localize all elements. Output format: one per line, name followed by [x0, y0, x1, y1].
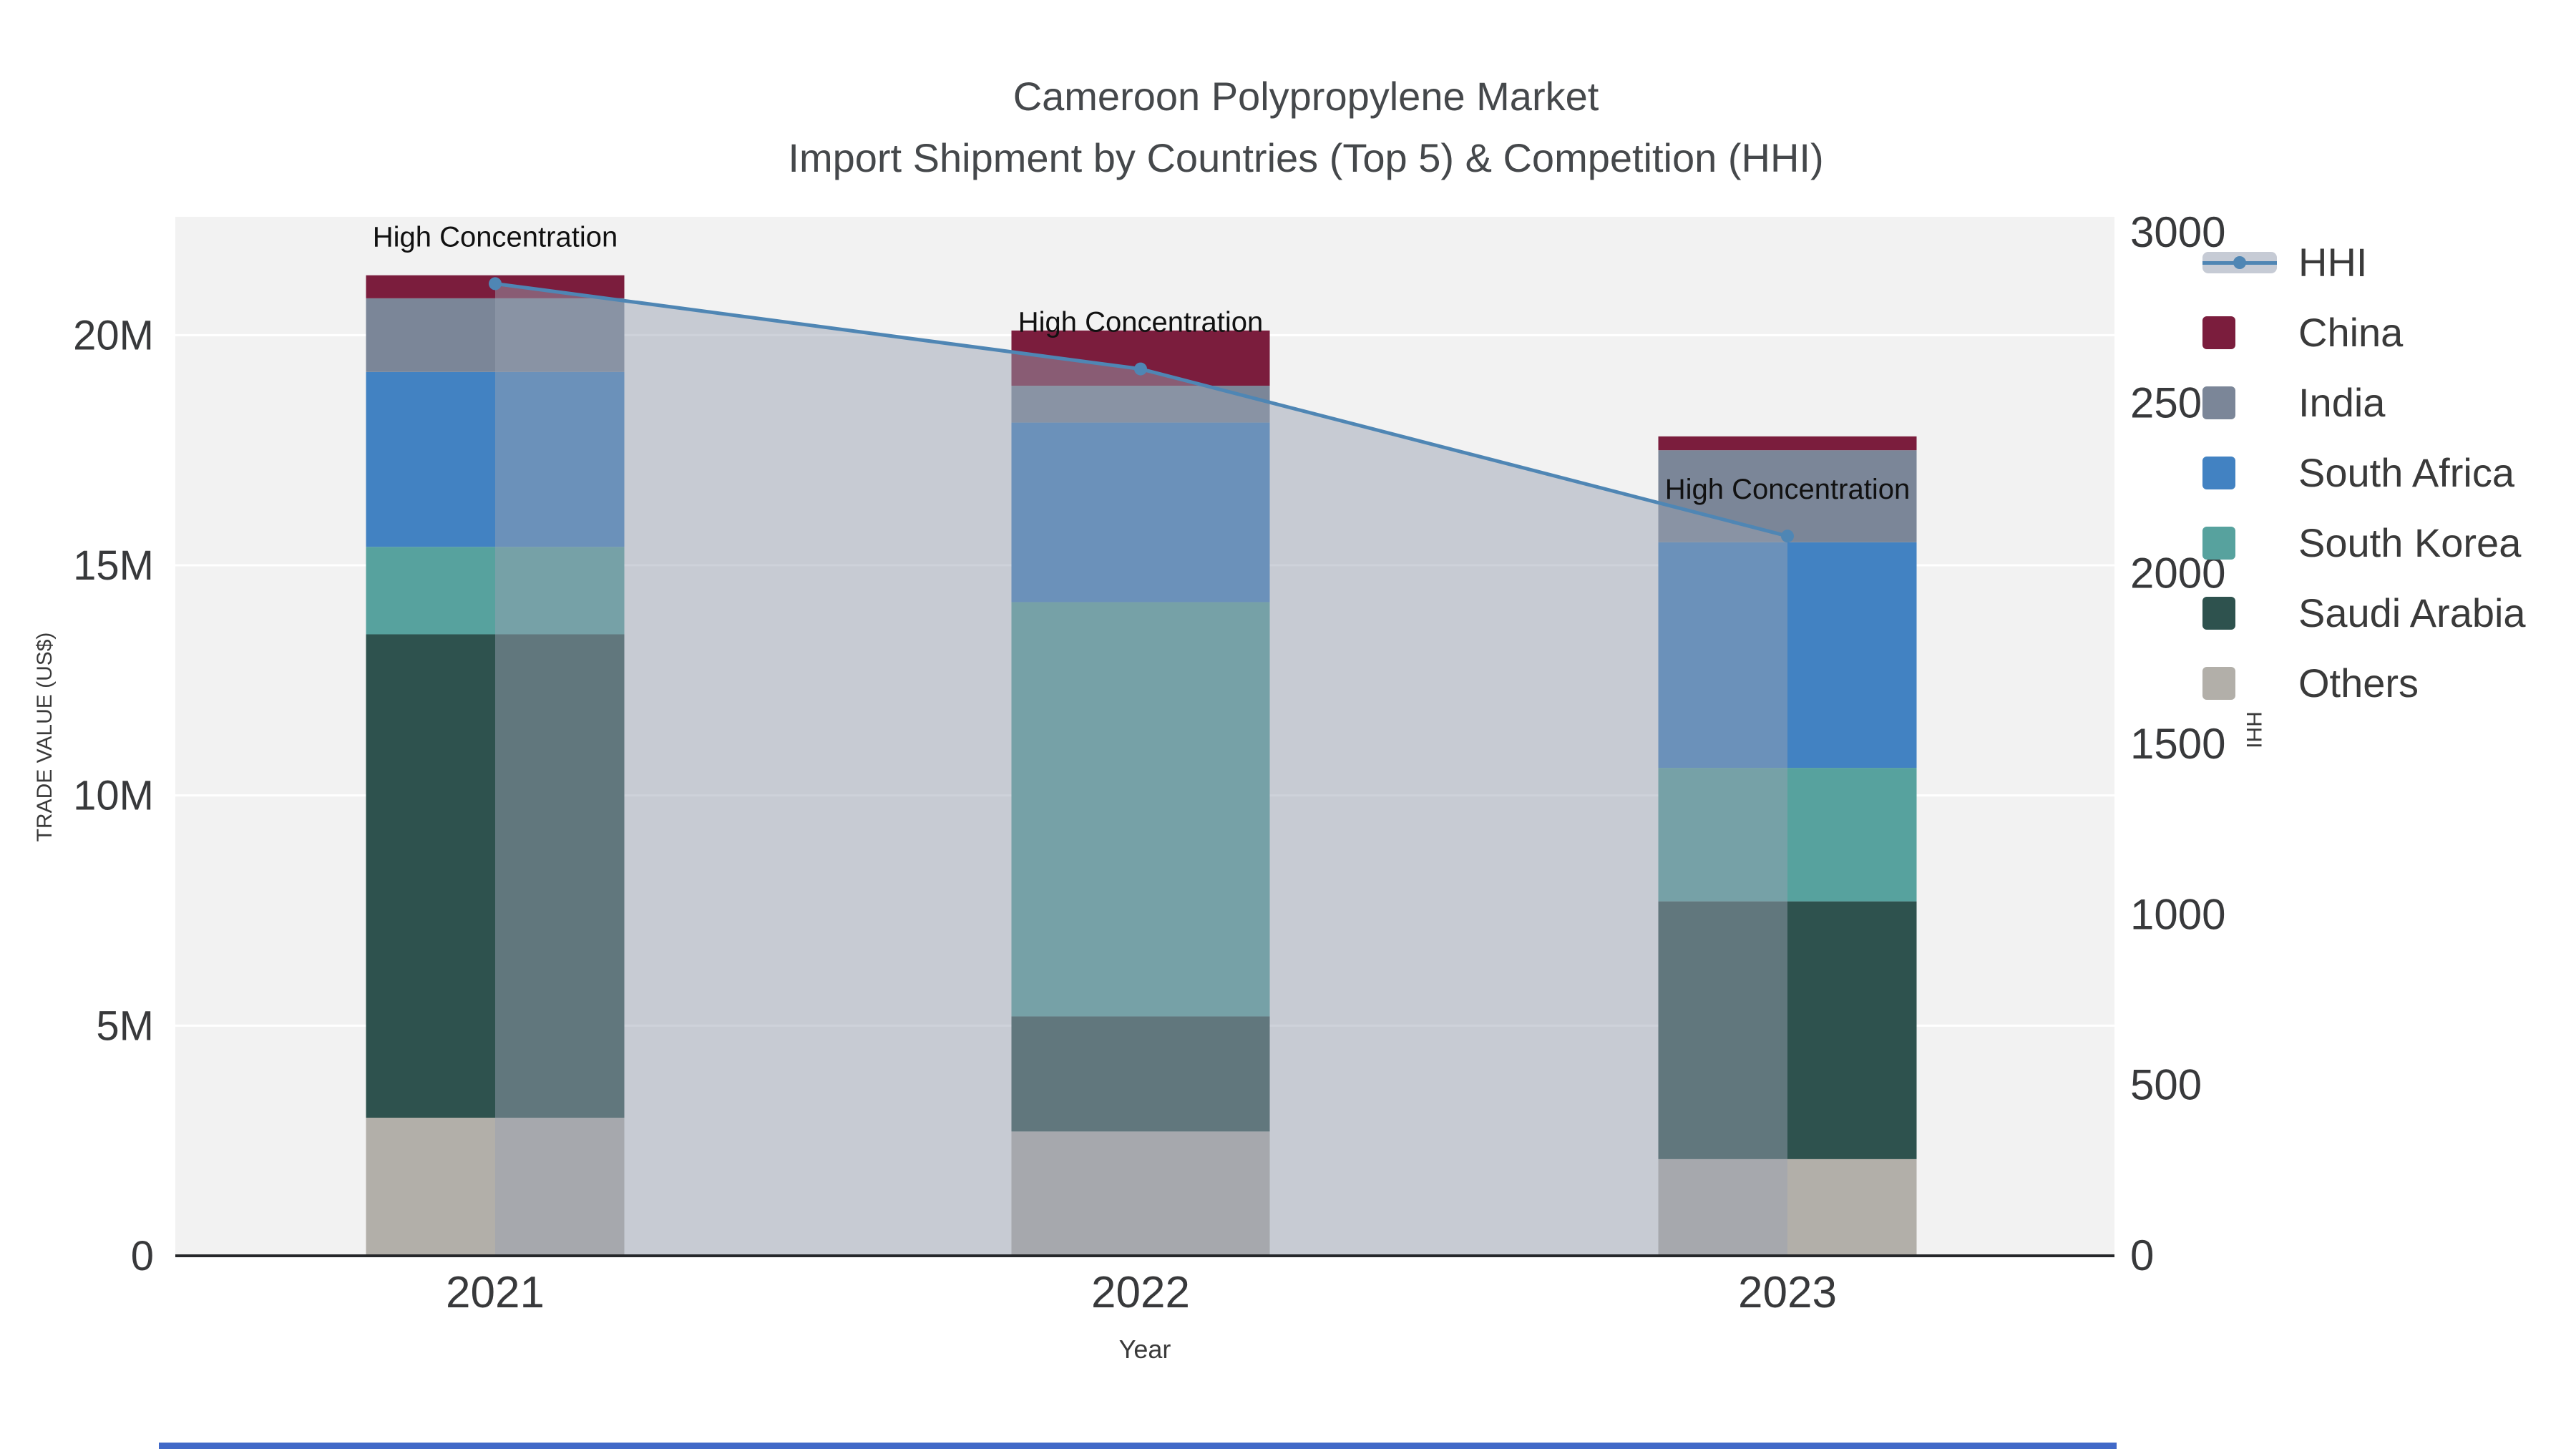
x-axis-title: Year: [1119, 1335, 1171, 1364]
y-left-tick-20m: 20M: [73, 312, 154, 358]
annotation-2021: High Concentration: [373, 221, 618, 253]
y-right-tick-1500: 1500: [2130, 720, 2225, 768]
legend-item-saudi-arabia[interactable]: Saudi Arabia: [2202, 591, 2526, 635]
y-right-tick-500: 500: [2130, 1061, 2202, 1109]
legend-swatch-south-africa: [2202, 457, 2235, 489]
legend-item-south-korea[interactable]: South Korea: [2202, 521, 2526, 565]
legend-label-others: Others: [2298, 660, 2419, 706]
bar-segment-south-africa-2023[interactable]: [1658, 542, 1917, 769]
y-left-tick-10m: 10M: [73, 773, 154, 819]
bar-segment-china-2023[interactable]: [1658, 436, 1917, 451]
legend-item-china[interactable]: China: [2202, 311, 2526, 355]
bottom-partial-element: [159, 1443, 2117, 1449]
x-tick-2021: 2021: [446, 1268, 545, 1317]
y-right-axis-title: HHI: [2242, 711, 2265, 748]
legend-swatch-south-korea: [2202, 527, 2235, 560]
x-tick-2022: 2022: [1091, 1268, 1190, 1317]
bar-segment-others-2021[interactable]: [366, 1118, 625, 1256]
hhi-marker-2023[interactable]: [1781, 530, 1794, 543]
bar-segment-south-africa-2022[interactable]: [1011, 422, 1270, 602]
bar-segment-south-korea-2023[interactable]: [1658, 768, 1917, 902]
chart-title-line2: Import Shipment by Countries (Top 5) & C…: [788, 135, 1824, 180]
y-left-tick-15m: 15M: [73, 542, 154, 589]
y-left-axis-title: TRADE VALUE (US$): [33, 633, 57, 842]
legend: HHI China India South Africa South Korea Saud…: [2202, 240, 2526, 706]
legend-label-china: China: [2298, 310, 2404, 355]
hhi-marker-2022[interactable]: [1134, 362, 1147, 376]
legend-label-south-korea: South Korea: [2298, 520, 2522, 565]
bar-segment-south-korea-2022[interactable]: [1011, 602, 1270, 1017]
legend-swatch-saudi-arabia: [2202, 597, 2235, 630]
y-right-tick-0: 0: [2130, 1231, 2154, 1279]
legend-hhi-line-swatch: [2202, 252, 2277, 273]
legend-item-hhi[interactable]: HHI: [2202, 240, 2526, 285]
legend-swatch-china: [2202, 316, 2235, 349]
bar-segment-india-2023[interactable]: [1658, 450, 1917, 542]
bar-segment-saudi-arabia-2022[interactable]: [1011, 1016, 1270, 1132]
bar-segment-others-2023[interactable]: [1658, 1158, 1917, 1256]
y-right-tick-3000: 3000: [2130, 208, 2225, 256]
annotation-2023: High Concentration: [1665, 474, 1910, 505]
legend-swatch-others: [2202, 667, 2235, 700]
hhi-marker-2021[interactable]: [489, 277, 502, 291]
bar-segment-others-2022[interactable]: [1011, 1131, 1270, 1256]
bar-segment-saudi-arabia-2021[interactable]: [366, 634, 625, 1118]
legend-label-south-africa: South Africa: [2298, 450, 2514, 495]
hhi-area-fill: [495, 283, 1787, 1256]
legend-label-saudi-arabia: Saudi Arabia: [2298, 590, 2526, 635]
legend-label-india: India: [2298, 380, 2386, 425]
legend-item-india[interactable]: India: [2202, 381, 2526, 425]
chart-title-line1: Cameroon Polypropylene Market: [1013, 74, 1599, 119]
y-left-tick-0: 0: [131, 1233, 154, 1279]
annotation-2022: High Concentration: [1018, 307, 1263, 338]
bar-segment-saudi-arabia-2023[interactable]: [1658, 901, 1917, 1159]
legend-item-others[interactable]: Others: [2202, 661, 2526, 706]
y-right-tick-1000: 1000: [2130, 890, 2225, 938]
legend-label-hhi: HHI: [2298, 240, 2368, 285]
bar-segment-south-korea-2021[interactable]: [366, 547, 625, 635]
y-left-tick-5m: 5M: [96, 1002, 154, 1049]
bar-segment-south-africa-2021[interactable]: [366, 371, 625, 547]
x-tick-2023: 2023: [1738, 1268, 1837, 1317]
bar-segment-india-2021[interactable]: [366, 298, 625, 372]
legend-swatch-india: [2202, 386, 2235, 419]
legend-item-south-africa[interactable]: South Africa: [2202, 451, 2526, 495]
